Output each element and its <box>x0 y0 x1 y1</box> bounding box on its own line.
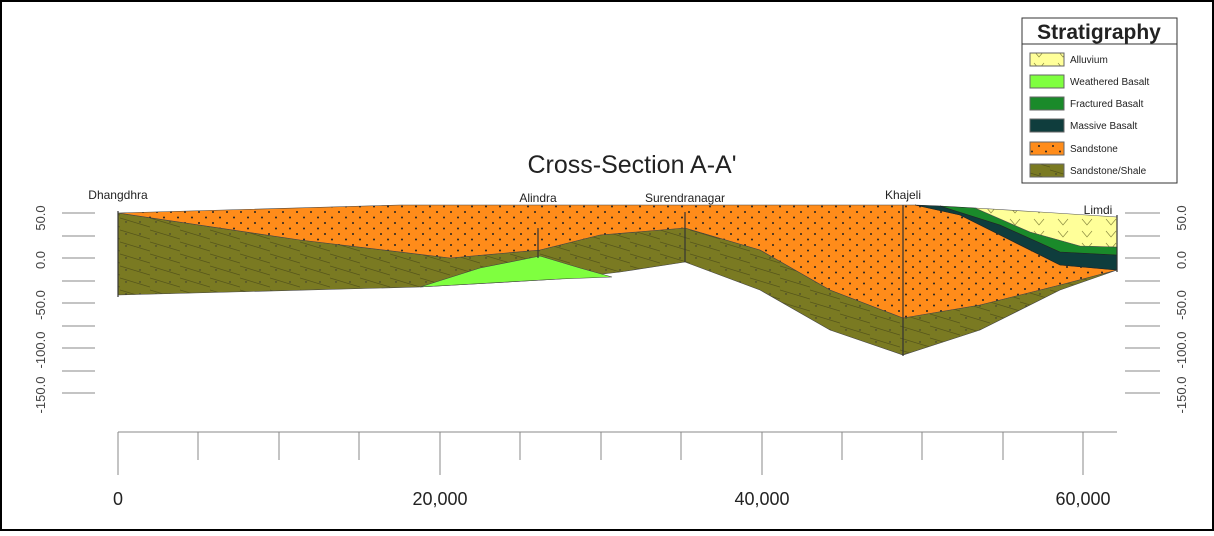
well-label: Limdi <box>1084 203 1113 217</box>
y-tick-label: -100.0 <box>1174 332 1189 369</box>
legend-title: Stratigraphy <box>1037 21 1161 44</box>
y-tick-label: -150.0 <box>33 377 48 414</box>
x-tick-label: 0 <box>113 489 123 509</box>
y-tick-label: 50.0 <box>1174 205 1189 230</box>
y-tick-label: 0.0 <box>1174 251 1189 269</box>
legend-label: Sandstone <box>1070 144 1118 155</box>
legend-label: Weathered Basalt <box>1070 77 1150 88</box>
x-tick-label: 40,000 <box>734 489 789 509</box>
well-label: Khajeli <box>885 188 921 202</box>
y-tick-label: 50.0 <box>33 205 48 230</box>
legend-label: Alluvium <box>1070 55 1108 66</box>
y-tick-label: -100.0 <box>33 332 48 369</box>
x-tick-label: 60,000 <box>1055 489 1110 509</box>
x-tick-label: 20,000 <box>412 489 467 509</box>
y-tick-label: -50.0 <box>33 290 48 320</box>
y-tick-label: 0.0 <box>33 251 48 269</box>
y-tick-label: -50.0 <box>1174 290 1189 320</box>
legend: Stratigraphy Alluvium Weathered Basalt F… <box>1022 18 1177 183</box>
title: Cross-Section A-A' <box>527 151 736 179</box>
cross-section: Cross-Section A-A' Dhangdhra Alindra Sur… <box>0 0 1214 531</box>
well-label: Alindra <box>519 191 557 205</box>
well-label: Surendranagar <box>645 191 725 205</box>
well-label: Dhangdhra <box>88 188 148 202</box>
legend-label: Fractured Basalt <box>1070 99 1144 110</box>
y-tick-label: -150.0 <box>1174 377 1189 414</box>
legend-label: Sandstone/Shale <box>1070 166 1147 177</box>
legend-label: Massive Basalt <box>1070 121 1137 132</box>
